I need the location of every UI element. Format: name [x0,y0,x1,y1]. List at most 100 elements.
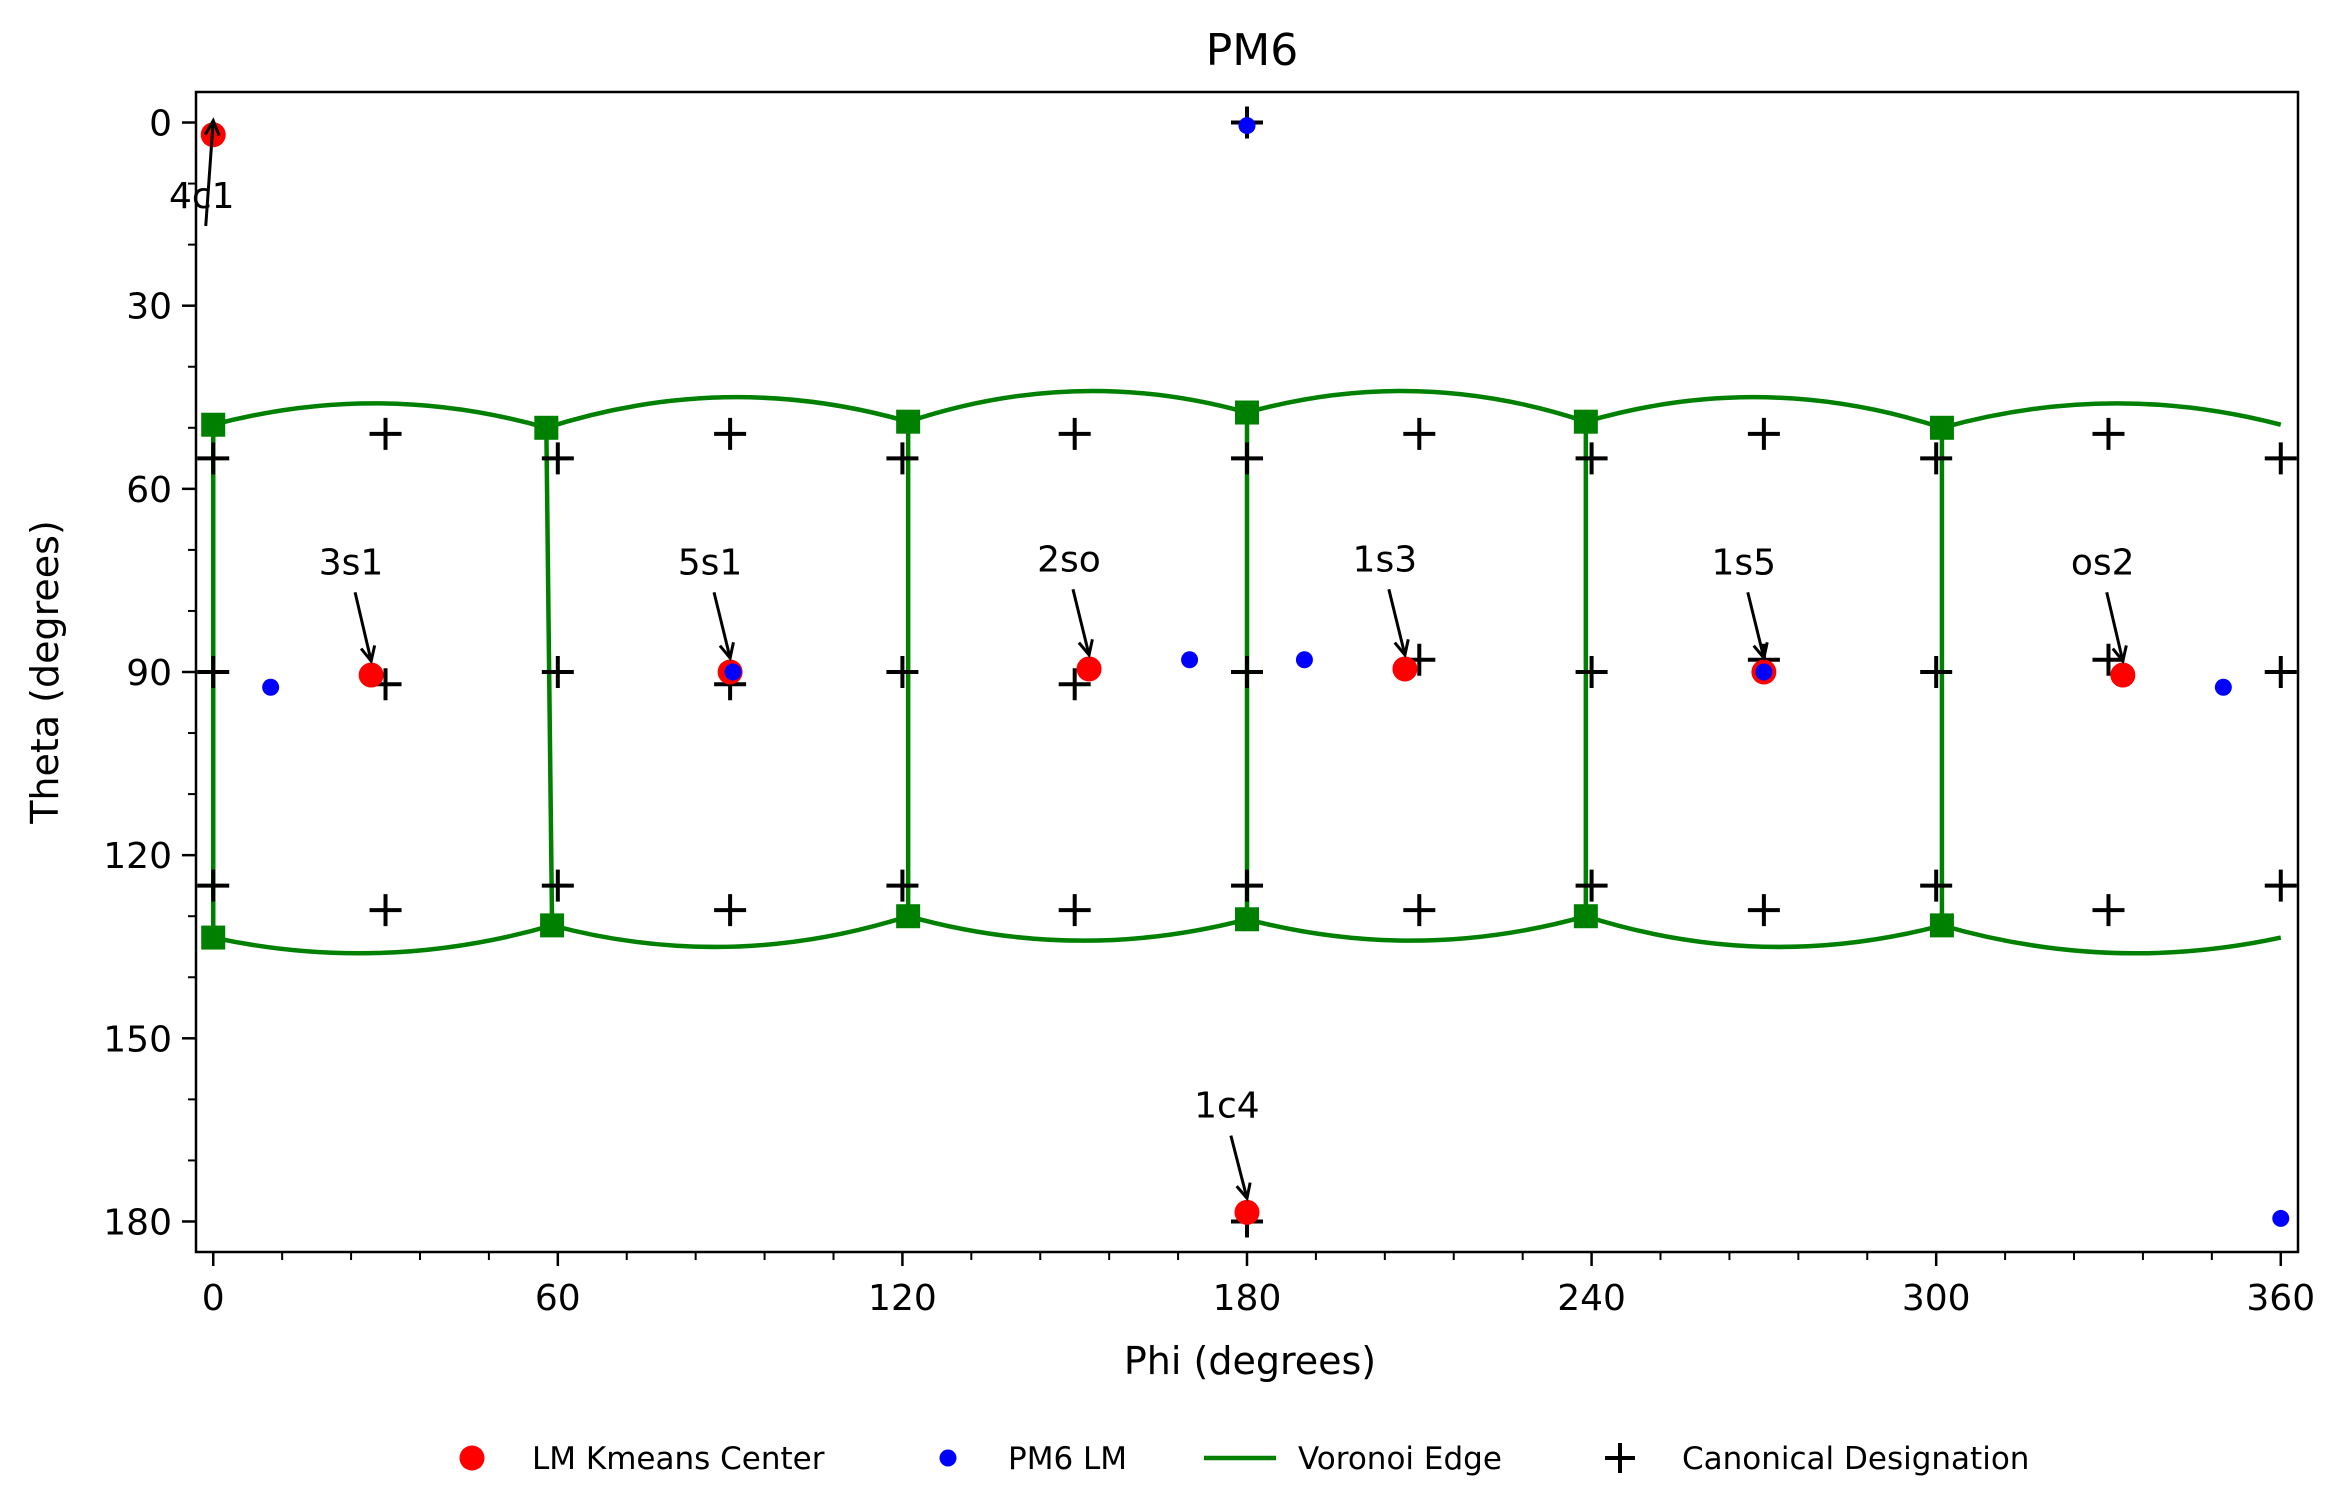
pm6-point [1295,651,1313,669]
voronoi-vertex [201,925,226,950]
canonical-markers [197,106,2297,1238]
chart-title: PM6 [1206,25,1299,76]
y-tick-label: 150 [103,1019,172,1060]
legend: LM Kmeans Center PM6 LM Voronoi Edge Canoni… [459,1441,2029,1477]
voronoi-arc [212,923,553,956]
x-tick-label: 0 [202,1278,225,1319]
x-tick-label: 360 [2246,1278,2315,1319]
x-tick-label: 120 [868,1278,937,1319]
voronoi-vertex [1929,913,1954,938]
y-axis-label: Theta (degrees) [23,520,67,825]
canonical-point [1058,894,1091,927]
legend-label: PM6 LM [1008,1441,1127,1477]
legend-marker-canonical [1605,1443,1635,1473]
canonical-point [1231,869,1263,902]
annotation-arrowhead [1752,642,1769,662]
annotation-label: 1s5 [1711,542,1776,583]
voronoi-vertex [201,412,226,437]
canonical-point [2264,869,2297,902]
y-tick-label: 90 [126,653,172,694]
voronoi-vertex [1235,400,1259,425]
x-tick-label: 60 [535,1278,581,1319]
canonical-point [369,894,402,927]
canonical-point [886,869,919,902]
canonical-point [1920,442,1953,475]
annotation-arrowhead [2111,645,2128,665]
y-tick-label: 60 [126,470,172,511]
voronoi-vertex [1235,907,1259,932]
annotation-arrow [1071,588,1091,656]
kmeans-point [358,662,384,688]
y-tick-label: 180 [103,1202,172,1243]
canonical-point [1575,656,1608,688]
canonical-point [886,442,919,475]
kmeans-centers [200,122,2136,1225]
canonical-point [2264,656,2297,688]
voronoi-vertex [534,415,559,440]
voronoi-arc [1941,923,2282,956]
voronoi-arc [1246,914,1587,943]
voronoi-vertex [540,913,565,938]
legend-item: Voronoi Edge [1204,1441,1502,1477]
voronoi-vertex [896,409,921,434]
kmeans-point [1392,656,1418,682]
canonical-point [2092,643,2125,676]
annotation-label: 2so [1037,539,1101,580]
canonical-point [197,442,230,475]
x-axis-label: Phi (degrees) [1124,1339,1376,1383]
pm6-point [1238,117,1256,135]
legend-label: Voronoi Edge [1298,1441,1502,1477]
legend-marker-pm6 [939,1449,957,1467]
voronoi-arc [1585,394,1943,430]
canonical-point [1575,869,1608,902]
voronoi-arc [1941,401,2282,430]
voronoi-arc [907,914,1248,943]
annotation-label: os2 [2071,542,2135,583]
x-tick-label: 180 [1213,1278,1282,1319]
pm6-lm-points [262,117,2290,1227]
voronoi-arc [545,394,909,430]
canonical-point [1747,417,1780,450]
legend-item: PM6 LM [939,1441,1127,1477]
annotations: 4c1 3s1 5s1 2so 1s3 1s5 os2 1c4 [169,117,2135,1202]
canonical-point [2092,894,2125,927]
annotation-arrow [204,120,215,227]
annotation-arrowhead [1393,638,1410,659]
canonical-point [1058,417,1091,450]
canonical-point [1403,417,1436,450]
canonical-point [1231,442,1263,475]
x-tick-label: 240 [1557,1278,1626,1319]
pm6-point [1181,651,1199,669]
kmeans-point [1076,656,1102,682]
voronoi-arc [551,914,909,950]
canonical-point [1575,442,1608,475]
canonical-point [541,442,574,475]
canonical-point [2264,442,2297,475]
canonical-point [541,869,574,902]
voronoi-arc [1246,388,1587,424]
annotation-arrowhead [359,645,377,665]
y-tick-label: 0 [149,104,172,145]
annotation-arrowhead [203,117,221,137]
y-axis: 0 30 60 90 120 150 180 [103,104,196,1243]
x-tick-label: 300 [1902,1278,1971,1319]
annotation-arrowhead [1235,1182,1252,1202]
annotation-arrow [712,591,732,659]
x-axis: 0 60 120 180 240 300 360 [202,1252,2315,1319]
kmeans-point [2110,662,2136,688]
legend-item: LM Kmeans Center [459,1441,825,1477]
canonical-point [369,417,402,450]
annotation-label: 1s3 [1353,539,1418,580]
canonical-point [1920,869,1953,902]
voronoi-arc [212,401,547,430]
legend-marker-kmeans [459,1445,485,1471]
annotation-arrow [1229,1135,1249,1199]
voronoi-vertex [1929,415,1954,440]
annotation-arrow [1746,591,1766,659]
y-tick-label: 120 [103,836,172,877]
voronoi-vertical-edge [544,427,555,926]
pm6-point [262,678,280,696]
voronoi-vertex [896,904,921,929]
annotation-label: 3s1 [319,542,384,583]
